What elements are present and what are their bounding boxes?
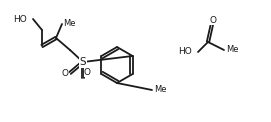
Text: Me: Me: [154, 86, 166, 95]
Text: Me: Me: [226, 46, 238, 55]
Text: HO: HO: [178, 47, 192, 56]
Text: HO: HO: [13, 15, 27, 24]
Text: O: O: [209, 16, 217, 25]
Text: S: S: [80, 57, 86, 67]
Text: Me: Me: [63, 20, 76, 29]
Text: O: O: [84, 68, 91, 77]
Text: O: O: [62, 68, 69, 77]
